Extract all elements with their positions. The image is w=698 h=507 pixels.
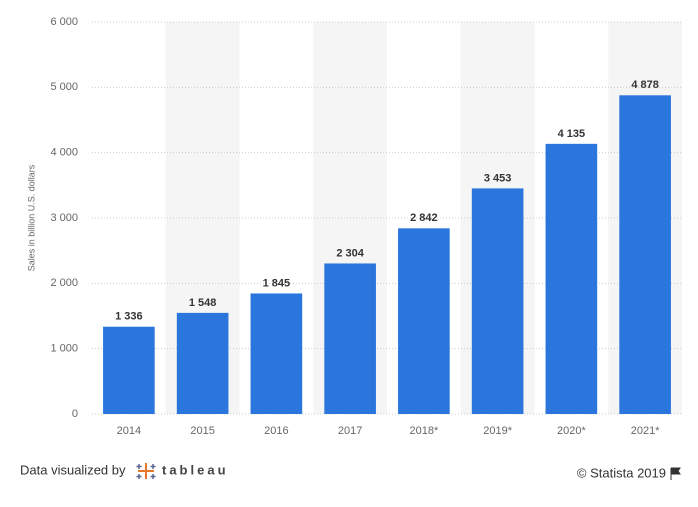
bar: [324, 263, 376, 414]
credit: Data visualized by: [20, 462, 126, 477]
x-tick-label: 2017: [338, 425, 362, 437]
bar: [103, 326, 155, 414]
bar: [619, 95, 671, 414]
y-tick-label: 6 000: [50, 16, 78, 28]
y-tick-label: 3 000: [50, 212, 78, 224]
x-tick-label: 2014: [117, 425, 141, 437]
y-tick-label: 2 000: [50, 277, 78, 289]
x-tick-label: 2015: [190, 425, 214, 437]
bar: [398, 228, 450, 414]
value-label: 1 548: [189, 297, 217, 309]
y-tick-label: 0: [72, 408, 78, 420]
y-tick-label: 1 000: [50, 343, 78, 355]
value-label: 1 845: [263, 277, 291, 289]
y-tick-label: 5 000: [50, 81, 78, 93]
x-tick-label: 2020*: [557, 425, 586, 437]
tableau-icon: [136, 463, 156, 479]
x-tick-label: 2018*: [409, 425, 438, 437]
x-tick-label: 2021*: [631, 425, 660, 437]
y-axis-label: Sales in billion U.S. dollars: [26, 164, 36, 271]
bar: [250, 293, 303, 414]
value-label: 3 453: [484, 172, 512, 184]
bar: [545, 143, 598, 414]
bar: [176, 312, 229, 414]
value-label: 4 135: [558, 128, 586, 140]
y-tick-label: 4 000: [50, 147, 78, 159]
brand: tableau: [162, 462, 229, 477]
value-label: 2 842: [410, 212, 438, 224]
value-label: 1 336: [115, 311, 143, 323]
value-label: 4 878: [631, 79, 659, 91]
bar: [471, 188, 524, 414]
x-tick-label: 2016: [264, 425, 288, 437]
value-label: 2 304: [336, 247, 364, 259]
x-tick-label: 2019*: [483, 425, 512, 437]
flag-icon: [670, 467, 681, 480]
source: © Statista 2019: [577, 465, 666, 480]
